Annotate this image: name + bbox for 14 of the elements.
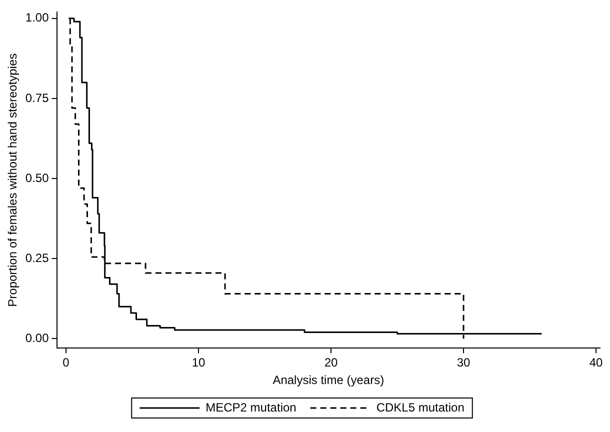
- legend-label: CDKL5 mutation: [376, 400, 464, 414]
- x-tick-label: 40: [589, 356, 604, 370]
- y-tick-label: 0.75: [25, 90, 50, 105]
- y-axis-title: Proportion of females without hand stereotypies: [6, 53, 20, 307]
- x-axis-title: Analysis time (years): [272, 373, 384, 388]
- x-tick-label: 0: [62, 356, 70, 370]
- y-tick-label: 1.00: [25, 10, 50, 25]
- y-tick-label: 0.50: [25, 170, 50, 185]
- x-tick-label: 30: [456, 356, 471, 370]
- y-tick-label: 0.25: [25, 250, 50, 265]
- x-tick-label: 20: [324, 356, 338, 370]
- x-tick-label: 10: [192, 356, 206, 370]
- legend-label: MECP2 mutation: [206, 400, 296, 414]
- y-tick-label: 0.00: [25, 330, 50, 345]
